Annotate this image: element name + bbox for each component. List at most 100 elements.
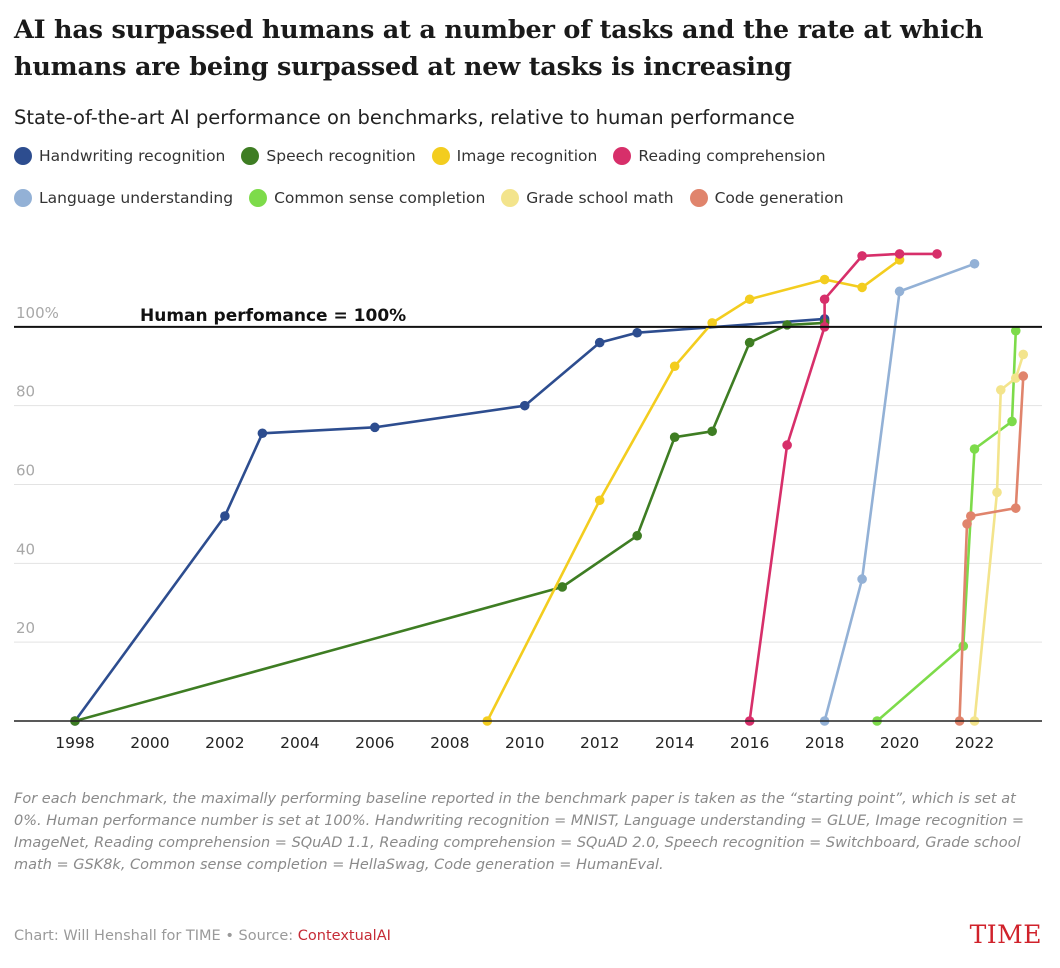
y-tick-label: 100% [16, 304, 59, 322]
grid [14, 405, 1042, 643]
data-point [669, 361, 680, 372]
series-lines [70, 249, 1029, 726]
data-point [707, 318, 717, 328]
series-speech-recognition [70, 318, 830, 726]
data-point [220, 511, 230, 521]
data-point [1018, 371, 1029, 381]
data-point [257, 428, 268, 439]
series-line [74, 321, 825, 723]
chart-subtitle: State-of-the-art AI performance on bench… [14, 106, 795, 129]
x-tick-label: 2008 [430, 734, 469, 752]
data-point [1007, 416, 1017, 427]
legend-label: Image recognition [456, 147, 598, 165]
legend-row-2: Language understanding Common sense compl… [14, 189, 860, 207]
chart-credit: Chart: Will Henshall for TIME • Source: … [14, 928, 391, 944]
legend-swatch [249, 189, 268, 207]
data-point [519, 400, 530, 411]
data-point [1010, 373, 1021, 383]
series-reading-comprehension [744, 249, 942, 726]
data-point [857, 251, 867, 261]
data-point [594, 495, 605, 506]
chart-title: AI has surpassed humans at a number of t… [14, 15, 984, 82]
data-point [669, 432, 680, 442]
legend-swatch [613, 147, 632, 165]
data-point [894, 286, 905, 297]
series-language-understanding [819, 258, 980, 726]
legend-label: Speech recognition [266, 147, 416, 165]
data-point [707, 426, 717, 437]
reference-line-group: Human perfomance = 100% [14, 306, 1042, 328]
legend-item: Handwriting recognition [14, 147, 225, 165]
legend-label: Grade school math [526, 189, 674, 207]
legend-item: Common sense completion [249, 189, 485, 207]
data-point [1010, 325, 1021, 336]
series-line [823, 262, 975, 722]
x-tick-label: 2006 [355, 734, 394, 752]
legend-swatch [501, 189, 520, 207]
legend-item: Code generation [689, 189, 844, 207]
chart-footnote: For each benchmark, the maximally perfor… [14, 791, 1025, 873]
x-tick-label: 2012 [580, 734, 619, 752]
axes: 20 40 60 80 100% 1998 2000 2002 2004 2006 2008 2010… [14, 304, 1042, 752]
data-point [932, 249, 942, 259]
data-point [632, 530, 642, 541]
x-tick-label: 2020 [880, 734, 919, 752]
human-performance-label: Human perfomance = 100% [140, 306, 406, 326]
x-tick-label: 2004 [280, 734, 319, 752]
x-tick-label: 1998 [55, 734, 94, 752]
data-point [782, 320, 792, 330]
data-point [594, 337, 605, 348]
data-point [969, 444, 980, 454]
legend-label: Handwriting recognition [39, 147, 226, 165]
data-point [965, 511, 976, 521]
legend-row-1: Handwriting recognition Speech recognitio… [14, 147, 842, 165]
legend-label: Language understanding [39, 189, 234, 207]
data-point [995, 385, 1006, 395]
series-image-recognition [482, 255, 905, 726]
x-tick-label: 2016 [730, 734, 769, 752]
time-logo: TIME [969, 920, 1042, 949]
y-tick-label: 20 [16, 619, 35, 637]
x-tick-label: 2000 [130, 734, 169, 752]
legend-swatch [14, 189, 32, 207]
legend-label: Code generation [714, 189, 844, 207]
x-tick-label: 2022 [955, 734, 994, 752]
data-point [857, 282, 867, 293]
x-tick-label: 2018 [805, 734, 844, 752]
series-line [973, 354, 1025, 722]
data-point [557, 582, 568, 592]
data-point [632, 327, 642, 338]
x-tick-label: 2002 [205, 734, 244, 752]
data-point [992, 487, 1002, 498]
legend-item: Language understanding [14, 189, 233, 207]
line-chart: Human perfomance = 100% 20 40 60 80 100% 1998… [14, 249, 1042, 752]
data-point [969, 258, 980, 269]
data-point [744, 294, 755, 305]
legend-label: Common sense completion [274, 189, 486, 207]
data-point [1010, 503, 1021, 513]
data-point [894, 249, 905, 259]
legend-swatch [14, 147, 32, 165]
data-point [744, 337, 755, 348]
legend-item: Speech recognition [241, 147, 416, 165]
series-grade-school-math [969, 349, 1029, 726]
data-point [857, 574, 867, 584]
x-tick-label: 2014 [655, 734, 694, 752]
x-tick-label: 2010 [505, 734, 544, 752]
credit-text: Chart: Will Henshall for TIME • Source: [14, 928, 298, 944]
source-link[interactable]: ContextualAI [297, 928, 391, 944]
data-point [782, 440, 792, 450]
data-point [819, 294, 830, 305]
series-line [73, 317, 826, 722]
data-point [962, 519, 972, 529]
data-point [1018, 349, 1029, 360]
legend-item: Grade school math [501, 189, 674, 207]
legend-item: Reading comprehension [613, 147, 826, 165]
legend-swatch [241, 147, 260, 165]
data-point [370, 422, 380, 433]
legend-swatch [431, 147, 450, 165]
series-line [486, 258, 901, 722]
y-tick-label: 60 [16, 462, 35, 480]
legend-swatch [689, 189, 708, 207]
y-tick-label: 80 [16, 383, 35, 401]
